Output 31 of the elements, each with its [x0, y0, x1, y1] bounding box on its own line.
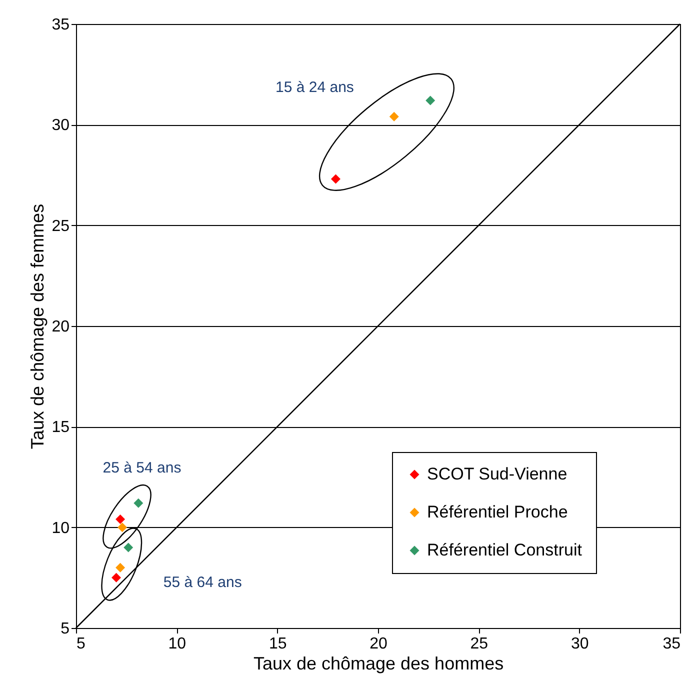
- point: [124, 542, 134, 552]
- point: [112, 572, 122, 582]
- point: [426, 96, 436, 106]
- point: [134, 498, 144, 508]
- x-tick-label: 15: [268, 636, 287, 652]
- x-tick-label: 35: [662, 636, 681, 652]
- y-tick-label: 15: [52, 419, 70, 436]
- y-tick-label: 35: [52, 16, 70, 34]
- x-tick-label: 30: [570, 636, 589, 652]
- x-tick-label: 10: [168, 636, 186, 652]
- legend-label: Référentiel Proche: [427, 502, 568, 522]
- y-tick-label: 5: [60, 620, 70, 638]
- legend-label: SCOT Sud-Vienne: [427, 464, 568, 484]
- y-tick-label: 25: [52, 218, 70, 235]
- annotation: 25 à 54 ans: [102, 460, 182, 477]
- y-tick-label: 20: [52, 318, 70, 336]
- x-tick-label: 25: [470, 636, 488, 652]
- point: [118, 522, 128, 532]
- point: [330, 174, 340, 184]
- x-tick-label: 20: [370, 636, 388, 652]
- y-tick-label: 30: [52, 117, 70, 134]
- x-tick-label: 5: [76, 636, 86, 652]
- x-axis-title: Taux de chômage des hommes: [253, 654, 504, 674]
- point: [116, 514, 126, 524]
- y-axis-title: Taux de chômage des femmes: [28, 204, 48, 450]
- point: [389, 112, 399, 122]
- legend-label: Référentiel Construit: [427, 540, 582, 560]
- point: [116, 562, 126, 572]
- annotation: 15 à 24 ans: [276, 79, 354, 96]
- annotation: 55 à 64 ans: [163, 574, 242, 592]
- y-tick-label: 10: [52, 520, 70, 537]
